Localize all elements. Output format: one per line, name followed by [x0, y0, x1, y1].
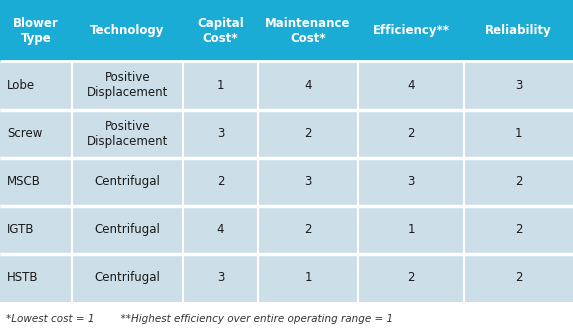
- Bar: [358, 254, 464, 302]
- Text: Capital
Cost*: Capital Cost*: [197, 17, 244, 45]
- Bar: [464, 0, 573, 61]
- Text: 2: 2: [515, 223, 523, 236]
- Bar: [183, 206, 258, 254]
- Bar: [358, 158, 464, 206]
- Text: 3: 3: [304, 175, 312, 188]
- Bar: [183, 254, 258, 302]
- Text: Blower
Type: Blower Type: [13, 17, 58, 45]
- Text: 1: 1: [515, 127, 523, 140]
- Text: 1: 1: [407, 223, 415, 236]
- Bar: [358, 0, 464, 61]
- Bar: [0, 158, 72, 206]
- Text: 2: 2: [217, 175, 225, 188]
- Bar: [183, 110, 258, 158]
- Bar: [0, 206, 72, 254]
- Text: 3: 3: [217, 127, 224, 140]
- Bar: [258, 206, 358, 254]
- Text: Technology: Technology: [91, 24, 164, 37]
- Bar: [464, 158, 573, 206]
- Text: *Lowest cost = 1        **Highest efficiency over entire operating range = 1: *Lowest cost = 1 **Highest efficiency ov…: [6, 313, 393, 323]
- Text: Centrifugal: Centrifugal: [95, 175, 160, 188]
- Bar: [258, 61, 358, 110]
- Text: 4: 4: [407, 79, 415, 92]
- Text: 1: 1: [304, 272, 312, 285]
- Bar: [183, 0, 258, 61]
- Text: Reliability: Reliability: [485, 24, 552, 37]
- Bar: [183, 158, 258, 206]
- Bar: [0, 0, 72, 61]
- Text: Positive
Displacement: Positive Displacement: [87, 71, 168, 100]
- Bar: [358, 61, 464, 110]
- Text: 2: 2: [304, 223, 312, 236]
- Text: Positive
Displacement: Positive Displacement: [87, 120, 168, 148]
- Bar: [72, 206, 183, 254]
- Bar: [358, 110, 464, 158]
- Bar: [72, 254, 183, 302]
- Bar: [183, 61, 258, 110]
- Bar: [0, 61, 72, 110]
- Text: 2: 2: [407, 127, 415, 140]
- Bar: [258, 0, 358, 61]
- Bar: [258, 110, 358, 158]
- Bar: [0, 254, 72, 302]
- Text: Centrifugal: Centrifugal: [95, 223, 160, 236]
- Text: Screw: Screw: [7, 127, 42, 140]
- Bar: [0, 110, 72, 158]
- Bar: [72, 158, 183, 206]
- Bar: [358, 206, 464, 254]
- Bar: [258, 158, 358, 206]
- Text: 1: 1: [217, 79, 225, 92]
- Text: 2: 2: [407, 272, 415, 285]
- Text: 4: 4: [304, 79, 312, 92]
- Text: 2: 2: [304, 127, 312, 140]
- Text: Maintenance
Cost*: Maintenance Cost*: [265, 17, 351, 45]
- Bar: [72, 61, 183, 110]
- Bar: [464, 110, 573, 158]
- Text: IGTB: IGTB: [7, 223, 34, 236]
- Bar: [72, 0, 183, 61]
- Text: 4: 4: [217, 223, 225, 236]
- Bar: [72, 110, 183, 158]
- Text: 2: 2: [515, 272, 523, 285]
- Bar: [464, 61, 573, 110]
- Text: Centrifugal: Centrifugal: [95, 272, 160, 285]
- Text: 2: 2: [515, 175, 523, 188]
- Bar: [464, 254, 573, 302]
- Text: Efficiency**: Efficiency**: [372, 24, 450, 37]
- Text: MSCB: MSCB: [7, 175, 41, 188]
- Bar: [258, 254, 358, 302]
- Text: HSTB: HSTB: [7, 272, 38, 285]
- Text: Lobe: Lobe: [7, 79, 35, 92]
- Bar: [464, 206, 573, 254]
- Text: 3: 3: [515, 79, 522, 92]
- Text: 3: 3: [407, 175, 415, 188]
- Text: 3: 3: [217, 272, 224, 285]
